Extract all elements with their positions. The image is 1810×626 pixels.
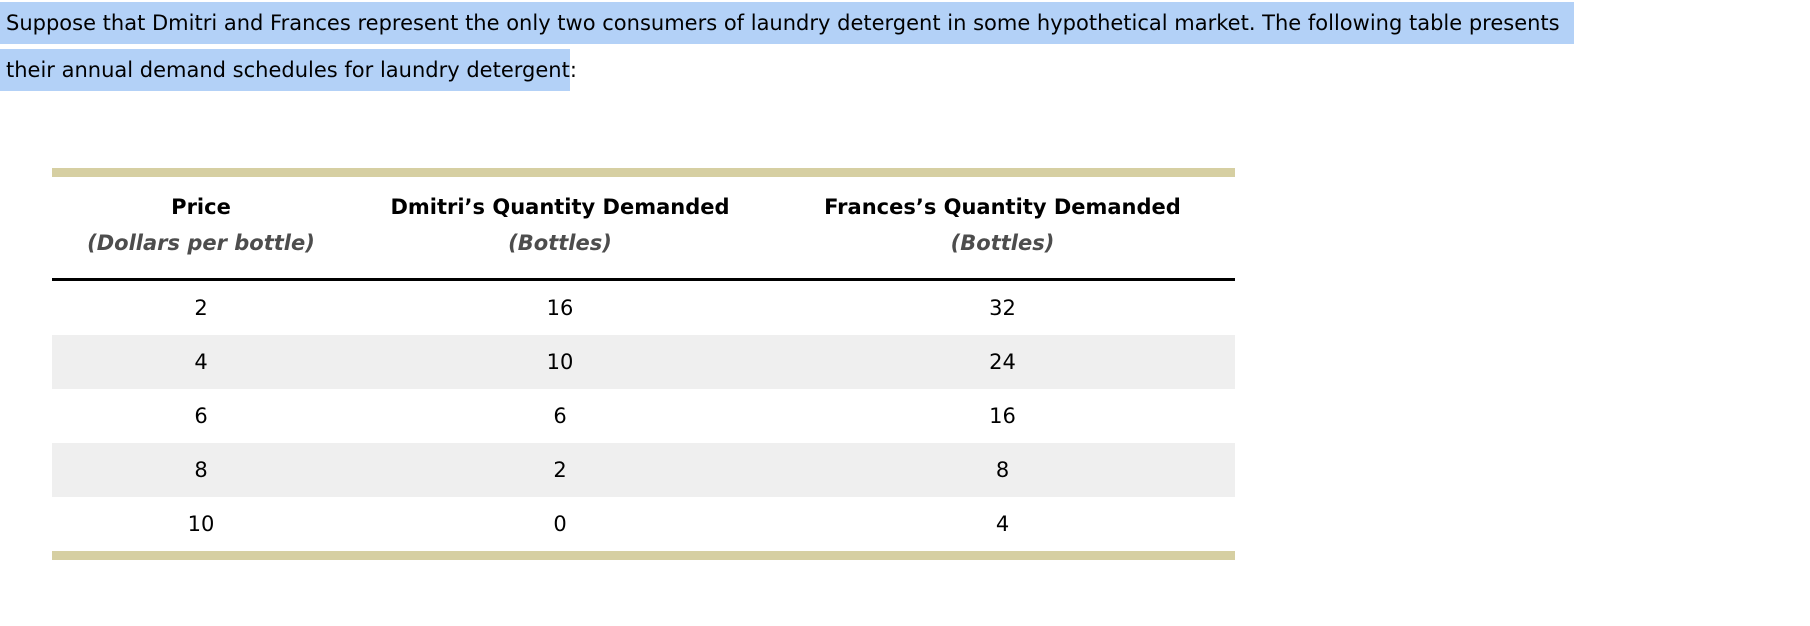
problem-statement-line1: Suppose that Dmitri and Frances represen…	[0, 0, 1810, 47]
table-row: 8 2 8	[52, 443, 1235, 497]
table-header-row: Price (Dollars per bottle) Dmitri’s Quan…	[52, 177, 1235, 281]
dmitri-quantity-cell: 16	[546, 296, 574, 320]
frances-column-title: Frances’s Quantity Demanded	[824, 195, 1181, 219]
price-cell: 4	[194, 350, 208, 374]
price-cell: 2	[194, 296, 208, 320]
dmitri-quantity-cell: 0	[553, 512, 567, 536]
frances-column-header: Frances’s Quantity Demanded (Bottles)	[770, 177, 1235, 281]
price-column-header: Price (Dollars per bottle)	[52, 177, 350, 281]
frances-quantity-cell: 16	[989, 404, 1016, 428]
problem-statement-line2: their annual demand schedules for laundr…	[0, 47, 1810, 94]
price-column-subtitle: (Dollars per bottle)	[87, 231, 315, 255]
frances-quantity-cell: 24	[989, 350, 1016, 374]
selected-text-line1: Suppose that Dmitri and Frances represen…	[0, 2, 1574, 44]
frances-quantity-cell: 4	[995, 512, 1010, 536]
price-cell: 8	[194, 458, 208, 482]
selected-text-line2: their annual demand schedules for laundr…	[0, 49, 570, 91]
dmitri-column-subtitle: (Bottles)	[508, 231, 612, 255]
table-bottom-accent-bar	[52, 551, 1235, 560]
frances-quantity-cell: 32	[989, 296, 1016, 320]
dmitri-column-header: Dmitri’s Quantity Demanded (Bottles)	[350, 177, 770, 281]
table-row: 10 0 4	[52, 497, 1235, 551]
dmitri-quantity-cell: 2	[553, 458, 567, 482]
price-cell: 10	[187, 512, 215, 536]
table-row: 6 6 16	[52, 389, 1235, 443]
frances-quantity-cell: 8	[995, 458, 1010, 482]
table-row: 2 16 32	[52, 280, 1235, 336]
table-row: 4 10 24	[52, 335, 1235, 389]
frances-column-subtitle: (Bottles)	[950, 231, 1055, 255]
problem-statement: Suppose that Dmitri and Frances represen…	[0, 0, 1810, 94]
dmitri-quantity-cell: 6	[553, 404, 567, 428]
dmitri-column-title: Dmitri’s Quantity Demanded	[390, 195, 730, 219]
price-column-title: Price	[171, 195, 231, 219]
paragraph-colon: :	[569, 58, 577, 82]
dmitri-quantity-cell: 10	[546, 350, 574, 374]
price-cell: 6	[194, 404, 208, 428]
demand-schedule-table: Price (Dollars per bottle) Dmitri’s Quan…	[52, 168, 1235, 560]
demand-table: Price (Dollars per bottle) Dmitri’s Quan…	[52, 177, 1235, 551]
table-top-accent-bar	[52, 168, 1235, 177]
